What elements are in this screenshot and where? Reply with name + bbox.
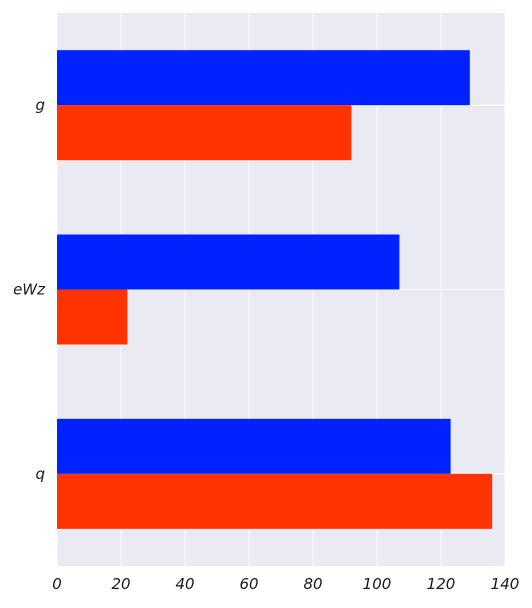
bars xyxy=(57,50,493,529)
bar-series-2-g xyxy=(57,105,352,161)
y-category-label: eWz xyxy=(13,281,46,299)
bar-series-1-g xyxy=(57,50,470,106)
x-tick-label: 120 xyxy=(427,575,456,593)
y-category-label: q xyxy=(35,465,45,483)
x-tick-label: 60 xyxy=(239,575,258,593)
x-tick-label: 20 xyxy=(111,575,130,593)
y-axis-categories: g eWz q xyxy=(13,96,46,483)
x-tick-label: 100 xyxy=(363,575,392,593)
bar-series-2-eWz xyxy=(57,289,128,345)
y-category-label: g xyxy=(35,96,45,114)
bar-series-1-eWz xyxy=(57,234,400,290)
x-tick-label: 40 xyxy=(175,575,194,593)
x-axis-ticks: 0 20 40 60 80 100 120 140 xyxy=(52,575,519,593)
x-tick-label: 0 xyxy=(52,575,62,593)
bar-series-1-q xyxy=(57,418,451,474)
bar-series-2-q xyxy=(57,473,493,529)
x-tick-label: 80 xyxy=(303,575,322,593)
x-tick-label: 140 xyxy=(491,575,520,593)
